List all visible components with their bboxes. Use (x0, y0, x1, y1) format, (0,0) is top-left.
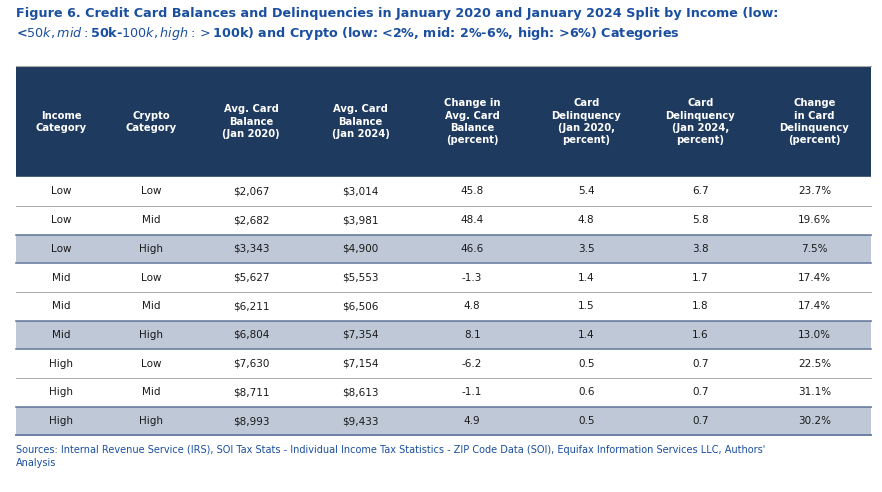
Text: 0.6: 0.6 (578, 387, 594, 398)
Text: High: High (49, 387, 73, 398)
Text: Income
Category: Income Category (35, 111, 86, 133)
Text: Low: Low (51, 215, 71, 225)
Text: $8,613: $8,613 (342, 387, 378, 398)
Text: Low: Low (141, 359, 161, 369)
Text: Figure 6. Credit Card Balances and Delinquencies in January 2020 and January 202: Figure 6. Credit Card Balances and Delin… (16, 7, 778, 42)
Text: Card
Delinquency
(Jan 2024,
percent): Card Delinquency (Jan 2024, percent) (665, 98, 736, 145)
Text: 0.5: 0.5 (578, 359, 594, 369)
Text: 4.9: 4.9 (464, 416, 481, 426)
Text: 31.1%: 31.1% (798, 387, 831, 398)
Text: Mid: Mid (142, 301, 161, 311)
Text: Mid: Mid (52, 301, 71, 311)
Text: Low: Low (51, 244, 71, 254)
Text: Low: Low (141, 273, 161, 282)
Text: Low: Low (141, 186, 161, 196)
Text: Crypto
Category: Crypto Category (126, 111, 177, 133)
Text: 6.7: 6.7 (692, 186, 708, 196)
Text: $6,804: $6,804 (233, 330, 269, 340)
Text: $4,900: $4,900 (342, 244, 378, 254)
Text: 5.4: 5.4 (578, 186, 594, 196)
Text: $6,506: $6,506 (342, 301, 378, 311)
Text: $2,067: $2,067 (233, 186, 269, 196)
Text: 19.6%: 19.6% (798, 215, 831, 225)
Text: High: High (49, 416, 73, 426)
Text: $7,354: $7,354 (342, 330, 378, 340)
Text: 3.5: 3.5 (578, 244, 594, 254)
Text: 22.5%: 22.5% (798, 359, 831, 369)
Text: 4.8: 4.8 (464, 301, 481, 311)
Text: 8.1: 8.1 (464, 330, 481, 340)
Text: $3,981: $3,981 (342, 215, 378, 225)
Text: Change
in Card
Delinquency
(percent): Change in Card Delinquency (percent) (780, 98, 849, 145)
Text: Mid: Mid (52, 273, 71, 282)
Text: 7.5%: 7.5% (801, 244, 827, 254)
Text: Sources: Internal Revenue Service (IRS), SOI Tax Stats - Individual Income Tax S: Sources: Internal Revenue Service (IRS),… (16, 445, 765, 468)
Text: Avg. Card
Balance
(Jan 2020): Avg. Card Balance (Jan 2020) (222, 104, 280, 139)
Text: $5,627: $5,627 (233, 273, 269, 282)
Text: $7,630: $7,630 (233, 359, 269, 369)
Text: High: High (49, 359, 73, 369)
Text: Card
Delinquency
(Jan 2020,
percent): Card Delinquency (Jan 2020, percent) (551, 98, 621, 145)
Text: 30.2%: 30.2% (798, 416, 831, 426)
Text: 46.6: 46.6 (460, 244, 484, 254)
Text: 0.7: 0.7 (692, 359, 708, 369)
Text: Mid: Mid (52, 330, 71, 340)
Text: 1.6: 1.6 (692, 330, 708, 340)
Text: $3,014: $3,014 (342, 186, 378, 196)
Text: $8,993: $8,993 (233, 416, 269, 426)
Text: 13.0%: 13.0% (798, 330, 831, 340)
Text: 1.7: 1.7 (692, 273, 708, 282)
Text: High: High (139, 416, 163, 426)
Text: 0.7: 0.7 (692, 387, 708, 398)
Text: -6.2: -6.2 (462, 359, 482, 369)
Text: $6,211: $6,211 (233, 301, 269, 311)
Text: 1.4: 1.4 (578, 273, 594, 282)
Text: Avg. Card
Balance
(Jan 2024): Avg. Card Balance (Jan 2024) (332, 104, 390, 139)
Text: 5.8: 5.8 (692, 215, 708, 225)
Text: 17.4%: 17.4% (798, 301, 831, 311)
Text: 1.4: 1.4 (578, 330, 594, 340)
Text: Mid: Mid (142, 215, 161, 225)
Text: High: High (139, 330, 163, 340)
Text: Change in
Avg. Card
Balance
(percent): Change in Avg. Card Balance (percent) (444, 98, 500, 145)
Text: $7,154: $7,154 (342, 359, 378, 369)
Text: 17.4%: 17.4% (798, 273, 831, 282)
Text: 0.7: 0.7 (692, 416, 708, 426)
Text: $8,711: $8,711 (233, 387, 269, 398)
Text: 45.8: 45.8 (460, 186, 484, 196)
Text: High: High (139, 244, 163, 254)
Text: Mid: Mid (142, 387, 161, 398)
Text: Low: Low (51, 186, 71, 196)
Text: 1.5: 1.5 (578, 301, 594, 311)
Text: $5,553: $5,553 (342, 273, 378, 282)
Text: -1.3: -1.3 (462, 273, 482, 282)
Text: -1.1: -1.1 (462, 387, 482, 398)
Text: $9,433: $9,433 (342, 416, 378, 426)
Text: 3.8: 3.8 (692, 244, 708, 254)
Text: 23.7%: 23.7% (798, 186, 831, 196)
Text: $3,343: $3,343 (233, 244, 269, 254)
Text: 4.8: 4.8 (578, 215, 594, 225)
Text: 48.4: 48.4 (460, 215, 484, 225)
Text: 0.5: 0.5 (578, 416, 594, 426)
Text: $2,682: $2,682 (233, 215, 269, 225)
Text: 1.8: 1.8 (692, 301, 708, 311)
